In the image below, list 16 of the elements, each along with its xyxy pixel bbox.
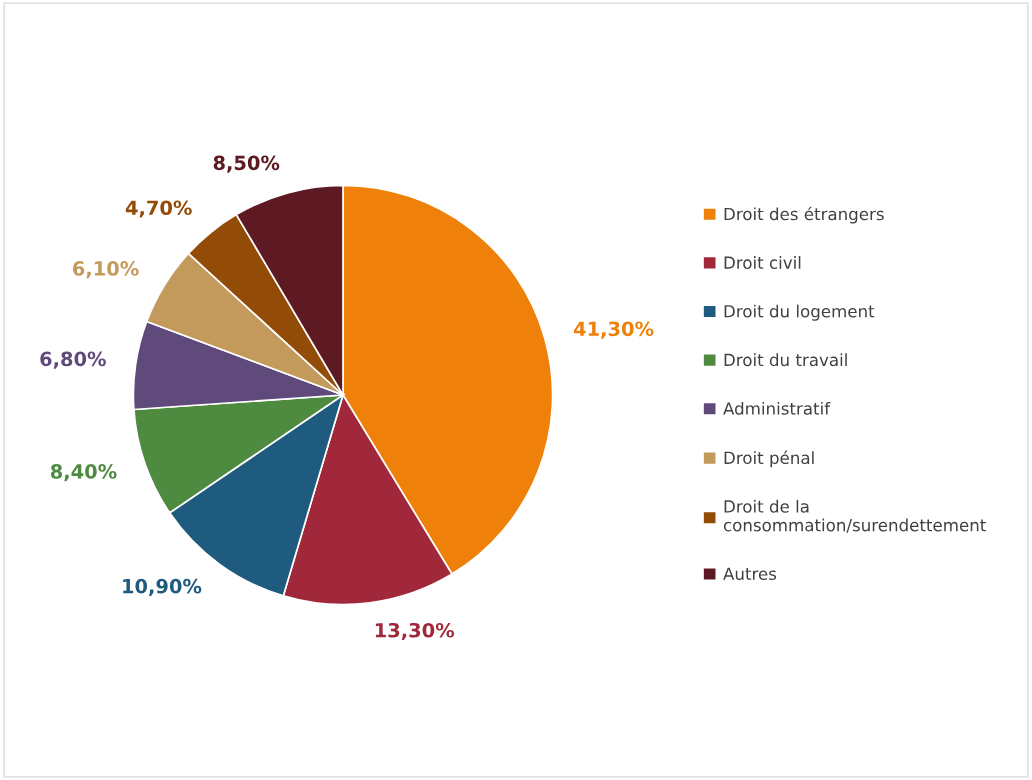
data-label: 10,90% — [123, 578, 202, 596]
data-label: 6,80% — [40, 351, 106, 369]
legend-label: Droit du logement — [724, 304, 875, 321]
data-label: 13,30% — [375, 622, 455, 641]
legend-label: Autres — [723, 567, 777, 581]
data-label: 6,10% — [73, 261, 139, 279]
legend-label: Droit pénal — [724, 450, 814, 468]
legend-label: Droit du travail — [724, 353, 847, 367]
data-label: 41,30% — [573, 321, 654, 339]
legend-label: Droit des étrangers — [724, 206, 884, 224]
data-label: 8,40% — [50, 464, 117, 482]
legend-label: Droit civil — [724, 256, 801, 269]
legend-label: Droit de la consommation/surendettement — [723, 499, 986, 533]
legend-label: Administratif — [723, 401, 831, 415]
data-label: 8,50% — [213, 155, 280, 173]
data-label: 4,70% — [125, 200, 192, 218]
